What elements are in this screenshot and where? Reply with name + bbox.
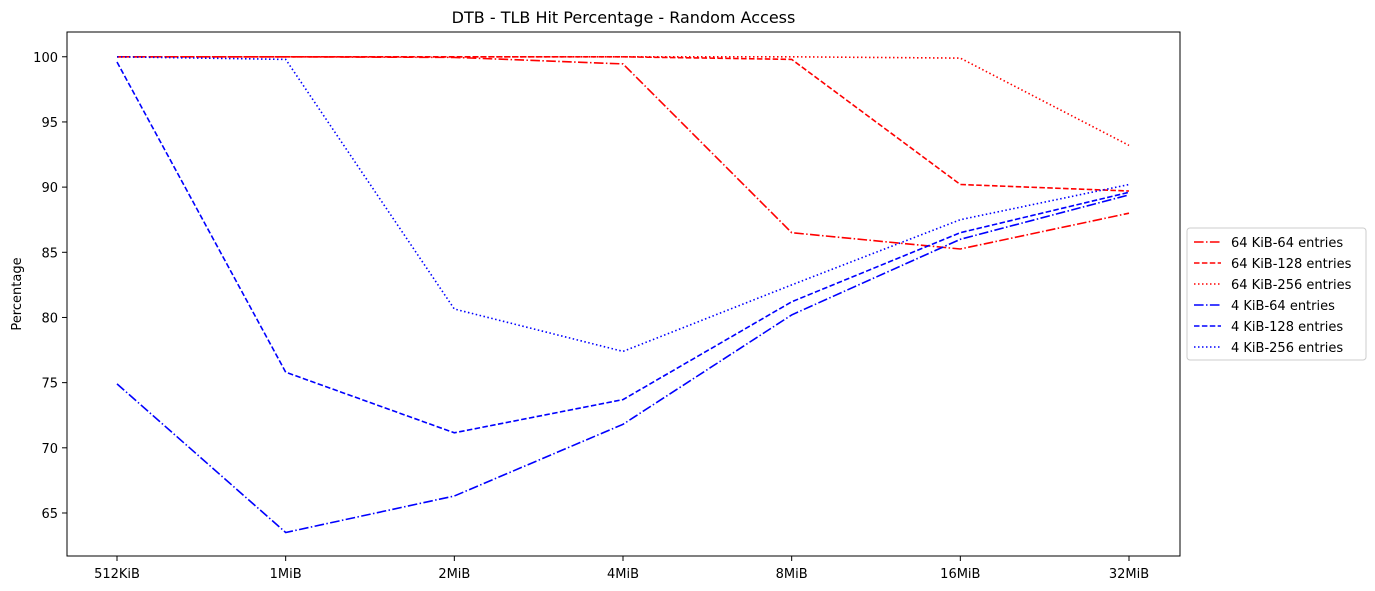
series-line-1 xyxy=(117,55,1130,250)
y-tick-label: 95 xyxy=(41,116,58,131)
series-line-6 xyxy=(116,56,1130,353)
legend-box xyxy=(1186,227,1367,361)
legend-entry-label: 4 KiB-256 entries xyxy=(1231,341,1343,356)
series-line-5 xyxy=(116,61,1130,434)
y-axis: 65 70 75 80 85 90 95 100 xyxy=(33,51,67,522)
legend-entry-label: 64 KiB-128 entries xyxy=(1231,257,1352,272)
y-tick-label: 65 xyxy=(41,507,58,522)
y-tick-label: 90 xyxy=(41,181,58,196)
legend-entry-label: 64 KiB-64 entries xyxy=(1231,236,1343,251)
x-tick-label: 4MiB xyxy=(607,567,639,582)
legend-entry-label: 64 KiB-256 entries xyxy=(1231,278,1352,293)
legend-entry-label: 4 KiB-64 entries xyxy=(1231,299,1335,314)
series-line-3 xyxy=(117,55,1130,147)
series-line-4 xyxy=(116,194,1130,534)
y-tick-label: 70 xyxy=(41,442,58,457)
x-tick-label: 1MiB xyxy=(270,567,302,582)
legend-entry-label: 4 KiB-128 entries xyxy=(1231,320,1343,335)
x-tick-label: 512KiB xyxy=(94,567,140,582)
x-tick-label: 8MiB xyxy=(776,567,808,582)
plot-area-frame xyxy=(66,31,1181,557)
y-tick-label: 80 xyxy=(41,311,58,326)
x-tick-label: 2MiB xyxy=(438,567,470,582)
x-tick-label: 32MiB xyxy=(1109,567,1149,582)
x-tick-label: 16MiB xyxy=(940,567,980,582)
series-lines xyxy=(116,55,1130,534)
y-axis-label: Percentage xyxy=(10,257,25,330)
y-tick-label: 100 xyxy=(33,51,58,66)
y-tick-label: 75 xyxy=(41,377,58,392)
y-tick-label: 85 xyxy=(41,246,58,261)
x-axis: 512KiB 1MiB 2MiB 4MiB 8MiB 16MiB 32MiB xyxy=(94,556,1149,582)
series-line-2 xyxy=(117,55,1130,192)
legend: 64 KiB-64 entries 64 KiB-128 entries 64 Ki… xyxy=(1186,227,1367,361)
chart-title: DTB - TLB Hit Percentage - Random Access xyxy=(452,8,796,27)
